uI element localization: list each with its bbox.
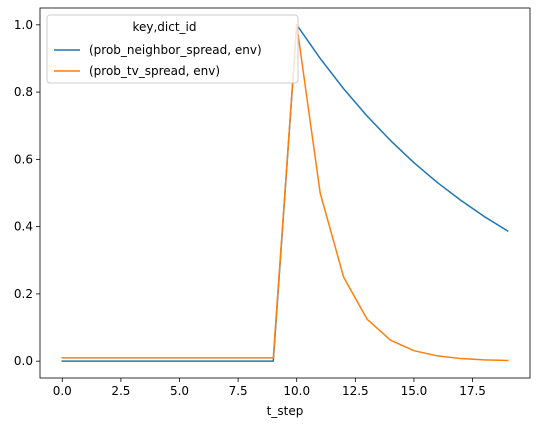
y-tick-label: 0.6 — [14, 152, 33, 166]
x-tick-label: 5.0 — [170, 384, 189, 398]
x-axis-ticks: 0.0 2.5 5.0 7.5 10.0 12.5 15.0 17.5 — [53, 378, 486, 398]
plot-border — [39, 7, 531, 379]
x-tick-label: 2.5 — [111, 384, 130, 398]
y-tick-label: 1.0 — [14, 18, 33, 32]
series-layer — [61, 24, 509, 362]
x-tick-label: 7.5 — [229, 384, 248, 398]
y-tick-label: 0.2 — [14, 287, 33, 301]
axes-frame — [39, 7, 531, 379]
legend: key,dict_id (prob_neighbor_spread, env)(… — [46, 14, 299, 84]
x-tick-label: 0.0 — [53, 384, 72, 398]
x-axis-label: t_step — [267, 404, 304, 418]
y-tick-label: 0.4 — [14, 220, 33, 234]
legend-entry-label-1: (prob_neighbor_spread, env) — [89, 43, 262, 57]
y-axis-ticks: 0.0 0.2 0.4 0.6 0.8 1.0 — [14, 18, 40, 368]
legend-entries: (prob_neighbor_spread, env) (prob_tv_spre… — [54, 43, 262, 78]
legend-title: key,dict_id — [132, 20, 196, 34]
y-tick-label: 0.8 — [14, 85, 33, 99]
legend-entry-label-2: (prob_tv_spread, env) — [89, 64, 220, 78]
x-tick-label: 10.0 — [283, 384, 310, 398]
x-tick-label: 17.5 — [459, 384, 486, 398]
x-tick-label: 12.5 — [342, 384, 369, 398]
x-tick-label: 15.0 — [401, 384, 428, 398]
series-line-2 — [61, 24, 509, 362]
legend-box — [46, 14, 299, 84]
y-tick-label: 0.0 — [14, 354, 33, 368]
